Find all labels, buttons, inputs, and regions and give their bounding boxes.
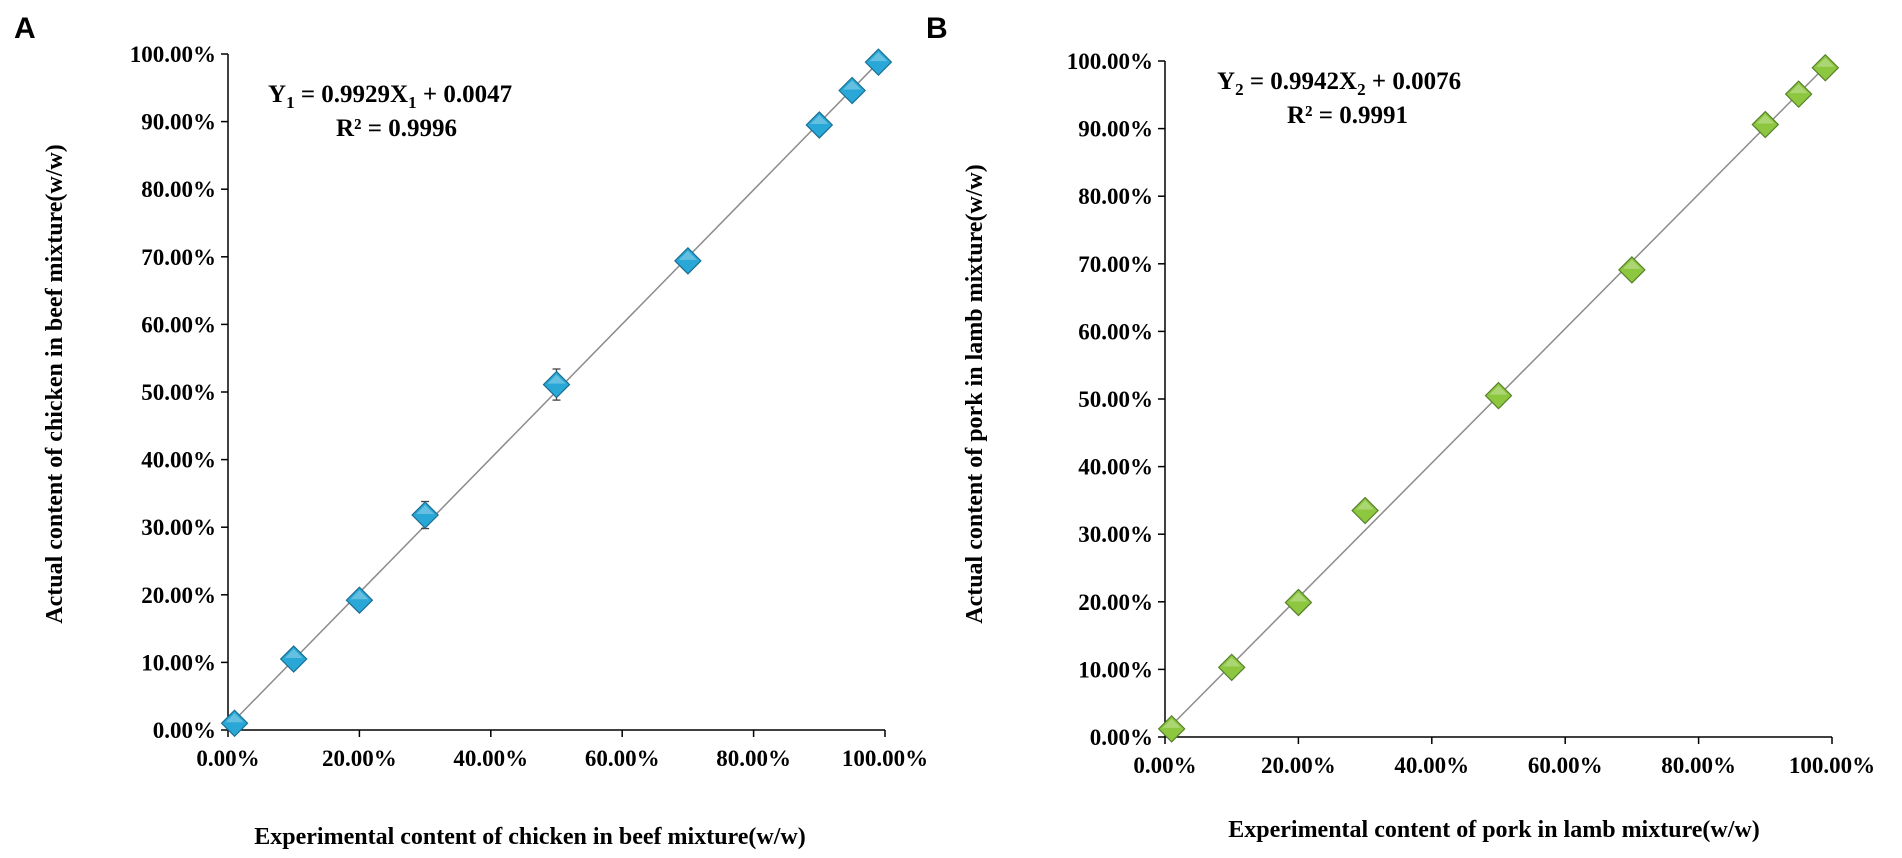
panel-a-x-tick-label: 40.00%	[453, 746, 528, 771]
panel-b-data-point	[1618, 256, 1646, 284]
panel-a-y-tick-label: 90.00%	[141, 110, 216, 135]
panel-b-data-point-highlight	[1789, 84, 1808, 94]
panel-a-data-point	[279, 645, 308, 673]
panel-a-data-point	[805, 111, 834, 139]
panel-a-letter: A	[14, 12, 36, 45]
panel-b-data-point	[1784, 80, 1813, 108]
panel-b-data-point	[1484, 381, 1513, 410]
panel-b-letter: B	[926, 12, 948, 45]
panel-b-data-point-highlight	[1622, 259, 1641, 269]
panel-a-data-point-highlight	[843, 80, 862, 90]
panel-a-y-tick-label: 0.00%	[153, 718, 216, 743]
panel-b-y-tick-label: 10.00%	[1078, 657, 1153, 682]
panel-a-y-tick-label: 40.00%	[141, 448, 216, 473]
panel-a-x-tick-label: 60.00%	[585, 746, 660, 771]
panel-a-y-tick-label: 30.00%	[141, 515, 216, 540]
panel-b-y-tick-label: 20.00%	[1078, 590, 1153, 615]
panel-b: B 0.00% 10.00% 20.00% 30.00% 40.00% 50.00% 60.…	[926, 12, 1875, 843]
panel-a-y-tick-label: 20.00%	[141, 583, 216, 608]
panel-b-r-squared: R² = 0.9991	[1287, 102, 1408, 129]
panel-a-data-point	[220, 709, 249, 738]
panel-b-y-tick-label: 40.00%	[1078, 455, 1153, 480]
panel-a-x-tick-label: 100.00%	[842, 746, 928, 771]
panel-b-y-axis-title: Actual content of pork in lamb mixture(w…	[962, 164, 988, 624]
panel-a-x-tick-label: 0.00%	[196, 746, 259, 771]
panel-b-data-point	[1811, 53, 1840, 82]
panel-b-x-tick-label: 100.00%	[1789, 753, 1875, 778]
panel-a-x-tick-label: 20.00%	[322, 746, 397, 771]
panel-b-y-tick-label: 30.00%	[1078, 522, 1153, 547]
panel-a-axes: 0.00% 10.00% 20.00% 30.00% 40.00% 50.00% 60.00…	[130, 42, 928, 771]
panel-b-data-point	[1157, 715, 1186, 743]
panel-a-y-tick-label: 60.00%	[141, 312, 216, 337]
panel-a-x-axis-title: Experimental content of chicken in beef …	[254, 824, 805, 850]
panel-a-y-tick-label: 10.00%	[141, 650, 216, 675]
panel-a-data-point	[411, 501, 439, 529]
panel-b-data-point-highlight	[1222, 657, 1241, 667]
panel-b-y-tick-label: 80.00%	[1078, 184, 1153, 209]
panel-b-x-tick-label: 0.00%	[1133, 753, 1196, 778]
panel-a-data-point	[345, 586, 374, 615]
panel-b-y-tick-label: 90.00%	[1078, 117, 1153, 142]
panel-a-data-point-highlight	[547, 374, 566, 384]
panel-b-data-point	[1751, 110, 1780, 139]
panel-b-x-tick-label: 40.00%	[1394, 753, 1469, 778]
panel-a: A 0.00% 10.00% 20.00% 30.00% 40.00% 50.00% 60.…	[14, 12, 928, 850]
panel-b-y-tick-label: 100.00%	[1067, 49, 1153, 74]
panel-b-data-point-highlight	[1489, 385, 1508, 395]
panel-b-equation: Y2 = 0.9942X2 + 0.0076	[1217, 68, 1461, 99]
panel-a-y-tick-label: 50.00%	[141, 380, 216, 405]
panel-b-data-point	[1351, 496, 1379, 525]
panel-a-data-point-highlight	[284, 649, 303, 659]
panel-a-data-point-highlight	[416, 505, 435, 515]
panel-b-data-point-highlight	[1816, 57, 1835, 67]
panel-b-data-point	[1284, 588, 1313, 617]
panel-a-y-axis-title: Actual content of chicken in beef mixtur…	[42, 144, 68, 623]
panel-a-data-point	[864, 48, 893, 76]
panel-b-x-axis-title: Experimental content of pork in lamb mix…	[1228, 817, 1760, 843]
panel-b-data-point-highlight	[1289, 592, 1308, 602]
panel-b-data-point-highlight	[1356, 500, 1375, 510]
panel-b-data-point	[1217, 653, 1246, 682]
panel-a-data-point-highlight	[810, 114, 829, 124]
panel-b-y-tick-label: 0.00%	[1090, 725, 1153, 750]
panel-a-data-point-highlight	[225, 713, 244, 723]
panel-b-y-tick-label: 70.00%	[1078, 252, 1153, 277]
panel-a-data-point	[542, 370, 571, 399]
panel-b-x-tick-label: 20.00%	[1261, 753, 1336, 778]
panel-b-x-tick-label: 80.00%	[1661, 753, 1736, 778]
panel-b-axes: 0.00% 10.00% 20.00% 30.00% 40.00% 50.00% 60.00…	[1067, 49, 1875, 778]
panel-a-data-point	[674, 247, 702, 275]
panel-a-r-squared: R² = 0.9996	[336, 115, 457, 142]
panel-a-y-tick-label: 70.00%	[141, 245, 216, 270]
panel-b-y-tick-label: 50.00%	[1078, 387, 1153, 412]
panel-a-x-tick-label: 80.00%	[716, 746, 791, 771]
panel-a-equation: Y1 = 0.9929X1 + 0.0047	[268, 81, 512, 112]
panel-a-points	[220, 48, 893, 738]
panel-a-data-point	[838, 76, 866, 105]
panel-b-x-tick-label: 60.00%	[1528, 753, 1603, 778]
panel-a-data-point-highlight	[869, 52, 888, 62]
panel-a-y-tick-label: 80.00%	[141, 177, 216, 202]
panel-b-data-point-highlight	[1756, 114, 1775, 124]
panel-a-y-tick-label: 100.00%	[130, 42, 216, 67]
panel-b-y-tick-label: 60.00%	[1078, 319, 1153, 344]
panel-b-data-point-highlight	[1162, 718, 1181, 728]
panel-a-data-point-highlight	[350, 590, 369, 600]
panel-a-data-point-highlight	[678, 250, 697, 260]
panel-b-points	[1157, 53, 1840, 743]
